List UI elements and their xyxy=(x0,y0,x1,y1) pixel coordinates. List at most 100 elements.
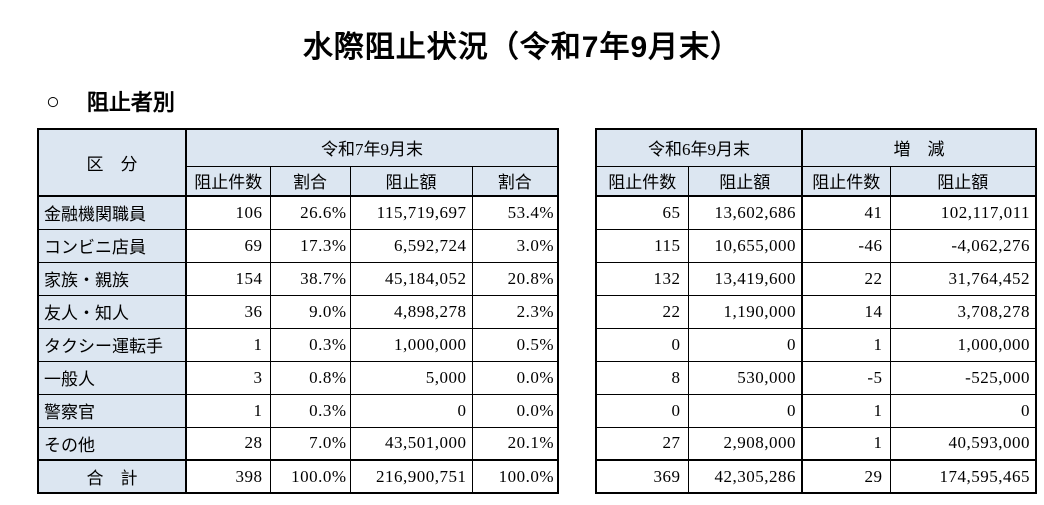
prev-amount-cell: 0 xyxy=(687,393,803,428)
amount-cell: 1,000,000 xyxy=(349,327,473,362)
total-row: 合 計 398 100.0% 216,900,751 100.0% xyxy=(37,459,559,494)
cases-cell: 3 xyxy=(185,360,271,395)
diff-amount-cell: -4,062,276 xyxy=(889,228,1037,263)
cases-pct-cell: 0.8% xyxy=(269,360,351,395)
group-header-diff: 増 減 xyxy=(801,128,1037,167)
diff-amount-cell: 0 xyxy=(889,393,1037,428)
category-cell: コンビニ店員 xyxy=(37,228,187,263)
col-header-pct: 割合 xyxy=(269,165,351,197)
total-amount-cell: 216,900,751 xyxy=(349,459,473,494)
total-cases-cell: 398 xyxy=(185,459,271,494)
col-header-pct: 割合 xyxy=(471,165,559,197)
diff-cases-cell: 22 xyxy=(801,261,891,296)
diff-cases-cell: 1 xyxy=(801,393,891,428)
cases-pct-cell: 38.7% xyxy=(269,261,351,296)
table-row: その他 28 7.0% 43,501,000 20.1% xyxy=(37,426,559,461)
table-row: 家族・親族 154 38.7% 45,184,052 20.8% xyxy=(37,261,559,296)
diff-cases-cell: -5 xyxy=(801,360,891,395)
cases-pct-cell: 0.3% xyxy=(269,327,351,362)
category-cell: 友人・知人 xyxy=(37,294,187,329)
total-amount-pct-cell: 100.0% xyxy=(471,459,559,494)
amount-cell: 43,501,000 xyxy=(349,426,473,461)
circle-bullet-icon: ○ xyxy=(46,87,60,114)
cases-pct-cell: 7.0% xyxy=(269,426,351,461)
col-header-amount: 阻止額 xyxy=(889,165,1037,197)
amount-pct-cell: 20.1% xyxy=(471,426,559,461)
category-cell: 家族・親族 xyxy=(37,261,187,296)
page-title: 水際阻止状況（令和7年9月末） xyxy=(302,31,742,64)
table-row: 友人・知人 36 9.0% 4,898,278 2.3% xyxy=(37,294,559,329)
cases-pct-cell: 9.0% xyxy=(269,294,351,329)
table-row: 警察官 1 0.3% 0 0.0% xyxy=(37,393,559,428)
cases-cell: 69 xyxy=(185,228,271,263)
prev-amount-cell: 2,908,000 xyxy=(687,426,803,461)
cases-cell: 1 xyxy=(185,393,271,428)
col-header-cases: 阻止件数 xyxy=(801,165,891,197)
table-row: 8 530,000 -5 -525,000 xyxy=(595,360,1037,395)
amount-cell: 6,592,724 xyxy=(349,228,473,263)
prev-cases-cell: 27 xyxy=(595,426,689,461)
cases-pct-cell: 0.3% xyxy=(269,393,351,428)
amount-cell: 4,898,278 xyxy=(349,294,473,329)
prev-cases-cell: 65 xyxy=(595,195,689,230)
diff-cases-cell: 1 xyxy=(801,426,891,461)
total-cases-pct-cell: 100.0% xyxy=(269,459,351,494)
category-cell: その他 xyxy=(37,426,187,461)
amount-pct-cell: 3.0% xyxy=(471,228,559,263)
category-cell: 一般人 xyxy=(37,360,187,395)
category-cell: 金融機関職員 xyxy=(37,195,187,230)
table-row: 0 0 1 0 xyxy=(595,393,1037,428)
category-cell: タクシー運転手 xyxy=(37,327,187,362)
total-row: 369 42,305,286 29 174,595,465 xyxy=(595,459,1037,494)
total-diff-amount-cell: 174,595,465 xyxy=(889,459,1037,494)
amount-pct-cell: 0.5% xyxy=(471,327,559,362)
table-row: 金融機関職員 106 26.6% 115,719,697 53.4% xyxy=(37,195,559,230)
current-period-table: 区 分 令和7年9月末 阻止件数 割合 阻止額 割合 金融機関職員 106 26… xyxy=(37,128,559,494)
amount-pct-cell: 2.3% xyxy=(471,294,559,329)
amount-pct-cell: 53.4% xyxy=(471,195,559,230)
table-row: 0 0 1 1,000,000 xyxy=(595,327,1037,362)
table-row: タクシー運転手 1 0.3% 1,000,000 0.5% xyxy=(37,327,559,362)
amount-pct-cell: 0.0% xyxy=(471,360,559,395)
diff-amount-cell: 102,117,011 xyxy=(889,195,1037,230)
prev-cases-cell: 22 xyxy=(595,294,689,329)
total-label-cell: 合 計 xyxy=(37,459,187,494)
section-heading: ○ 阻止者別 xyxy=(46,85,175,117)
prev-amount-cell: 10,655,000 xyxy=(687,228,803,263)
amount-cell: 115,719,697 xyxy=(349,195,473,230)
amount-pct-cell: 0.0% xyxy=(471,393,559,428)
group-header-previous: 令和6年9月末 xyxy=(595,128,803,167)
comparison-table: 令和6年9月末 増 減 阻止件数 阻止額 阻止件数 阻止額 65 13,602,… xyxy=(595,128,1037,494)
cases-cell: 28 xyxy=(185,426,271,461)
section-title: 阻止者別 xyxy=(86,90,175,115)
diff-amount-cell: 1,000,000 xyxy=(889,327,1037,362)
group-header-current: 令和7年9月末 xyxy=(185,128,559,167)
cases-cell: 36 xyxy=(185,294,271,329)
amount-cell: 45,184,052 xyxy=(349,261,473,296)
col-header-amount: 阻止額 xyxy=(349,165,473,197)
prev-amount-cell: 1,190,000 xyxy=(687,294,803,329)
col-header-amount: 阻止額 xyxy=(687,165,803,197)
table-row: 115 10,655,000 -46 -4,062,276 xyxy=(595,228,1037,263)
diff-cases-cell: 14 xyxy=(801,294,891,329)
prev-cases-cell: 0 xyxy=(595,327,689,362)
cases-cell: 154 xyxy=(185,261,271,296)
cases-pct-cell: 17.3% xyxy=(269,228,351,263)
prev-cases-cell: 132 xyxy=(595,261,689,296)
col-header-cases: 阻止件数 xyxy=(595,165,689,197)
table-row: 一般人 3 0.8% 5,000 0.0% xyxy=(37,360,559,395)
amount-cell: 5,000 xyxy=(349,360,473,395)
diff-amount-cell: 3,708,278 xyxy=(889,294,1037,329)
diff-cases-cell: 41 xyxy=(801,195,891,230)
table-row: 22 1,190,000 14 3,708,278 xyxy=(595,294,1037,329)
diff-cases-cell: -46 xyxy=(801,228,891,263)
diff-amount-cell: 40,593,000 xyxy=(889,426,1037,461)
table-row: 65 13,602,686 41 102,117,011 xyxy=(595,195,1037,230)
diff-amount-cell: -525,000 xyxy=(889,360,1037,395)
category-cell: 警察官 xyxy=(37,393,187,428)
prev-amount-cell: 13,419,600 xyxy=(687,261,803,296)
total-diff-cases-cell: 29 xyxy=(801,459,891,494)
prev-amount-cell: 13,602,686 xyxy=(687,195,803,230)
total-prev-amount-cell: 42,305,286 xyxy=(687,459,803,494)
col-header-cases: 阻止件数 xyxy=(185,165,271,197)
